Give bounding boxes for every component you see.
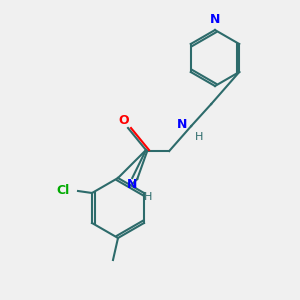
Text: N: N: [127, 178, 137, 190]
Text: H: H: [144, 192, 153, 202]
Text: O: O: [119, 113, 129, 127]
Text: Cl: Cl: [57, 184, 70, 197]
Text: H: H: [195, 132, 204, 142]
Text: N: N: [210, 13, 220, 26]
Text: N: N: [177, 118, 187, 130]
